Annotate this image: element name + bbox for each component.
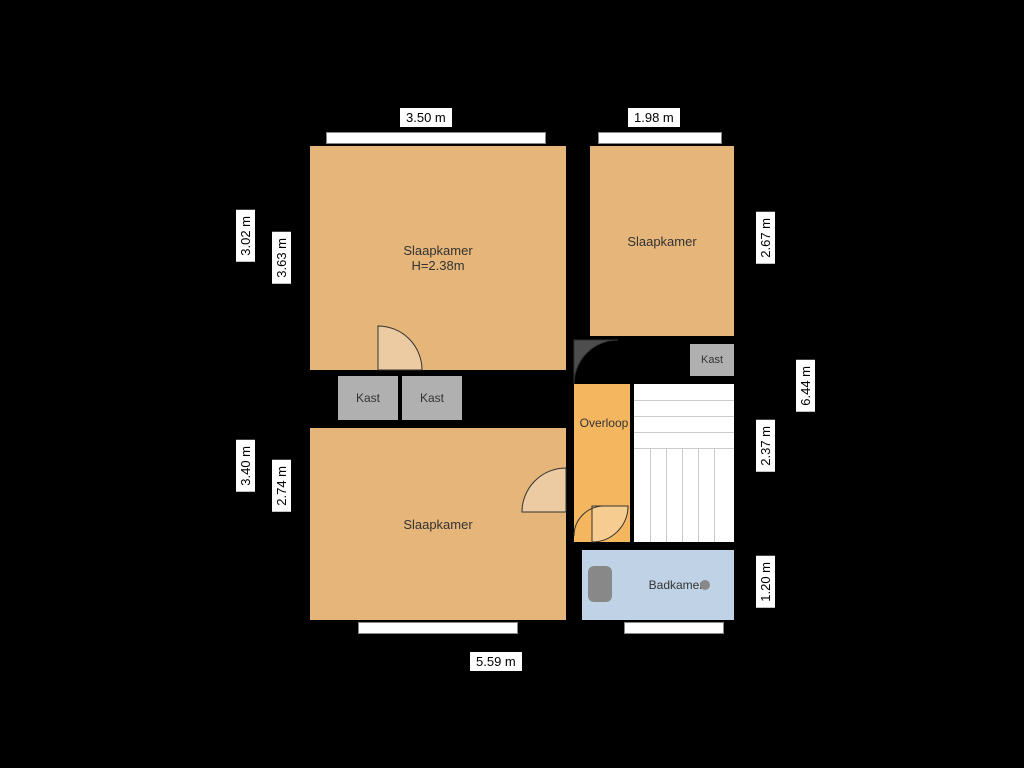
dim-right-mid: 2.37 m bbox=[756, 420, 775, 472]
room-label: Slaapkamer bbox=[403, 243, 472, 258]
wall-bath-top bbox=[574, 542, 742, 550]
window-top-1 bbox=[326, 132, 546, 144]
wall-interior-v2 bbox=[582, 138, 590, 344]
dim-right-bottom: 1.20 m bbox=[756, 556, 775, 608]
room-overloop: Overloop bbox=[574, 384, 634, 542]
closet-label: Kast bbox=[420, 391, 444, 405]
room-label: Slaapkamer bbox=[403, 517, 472, 532]
wall-segment bbox=[310, 376, 338, 420]
wall-overloop-right bbox=[630, 384, 634, 542]
wall-interior-v1 bbox=[566, 138, 574, 378]
dim-left-inner-lower: 2.74 m bbox=[272, 460, 291, 512]
dim-left-lower: 3.40 m bbox=[236, 440, 255, 492]
room-label: Slaapkamer bbox=[627, 234, 696, 249]
stair-tread bbox=[634, 400, 734, 401]
dim-top-left: 3.50 m bbox=[400, 108, 452, 127]
wall-outer-left bbox=[302, 138, 310, 628]
stair-tread bbox=[634, 416, 734, 417]
wall-closet-div bbox=[398, 376, 402, 420]
dim-right-total: 6.44 m bbox=[796, 360, 815, 412]
room-bedroom-1: Slaapkamer H=2.38m bbox=[310, 146, 566, 370]
wall-closet-bottom bbox=[310, 420, 566, 428]
floorplan-container: Slaapkamer H=2.38m Slaapkamer Kast Kast … bbox=[302, 138, 742, 628]
shower-drain bbox=[700, 580, 710, 590]
stair-tread bbox=[682, 448, 683, 542]
window-bottom-2 bbox=[624, 622, 724, 634]
stair-tread bbox=[634, 448, 734, 449]
stair-tread bbox=[698, 448, 699, 542]
room-bedroom-2: Slaapkamer bbox=[590, 146, 734, 336]
room-bedroom-3: Slaapkamer bbox=[310, 428, 566, 620]
dim-top-right: 1.98 m bbox=[628, 108, 680, 127]
dim-bottom: 5.59 m bbox=[470, 652, 522, 671]
wall-interior-v1b bbox=[566, 420, 574, 628]
closet-2: Kast bbox=[402, 376, 462, 420]
window-top-2 bbox=[598, 132, 722, 144]
stair-tread bbox=[634, 432, 734, 433]
room-label: Badkamer bbox=[649, 578, 704, 592]
room-label: Overloop bbox=[580, 416, 629, 430]
wall-stairs-top bbox=[574, 376, 742, 384]
dim-right-top: 2.67 m bbox=[756, 212, 775, 264]
stairs-area bbox=[634, 384, 734, 542]
stair-tread bbox=[714, 448, 715, 542]
stair-tread bbox=[650, 448, 651, 542]
toilet-fixture bbox=[588, 566, 612, 602]
wall-segment bbox=[682, 336, 690, 376]
closet-label: Kast bbox=[356, 391, 380, 405]
closet-1: Kast bbox=[338, 376, 398, 420]
window-bottom-1 bbox=[358, 622, 518, 634]
wall-segment bbox=[462, 376, 566, 384]
dim-left-inner-upper: 3.63 m bbox=[272, 232, 291, 284]
dim-left-upper: 3.02 m bbox=[236, 210, 255, 262]
stair-tread bbox=[666, 448, 667, 542]
closet-label: Kast bbox=[701, 354, 723, 366]
closet-3: Kast bbox=[690, 344, 734, 376]
wall-closet-top bbox=[310, 370, 566, 376]
room-sublabel: H=2.38m bbox=[411, 258, 464, 273]
